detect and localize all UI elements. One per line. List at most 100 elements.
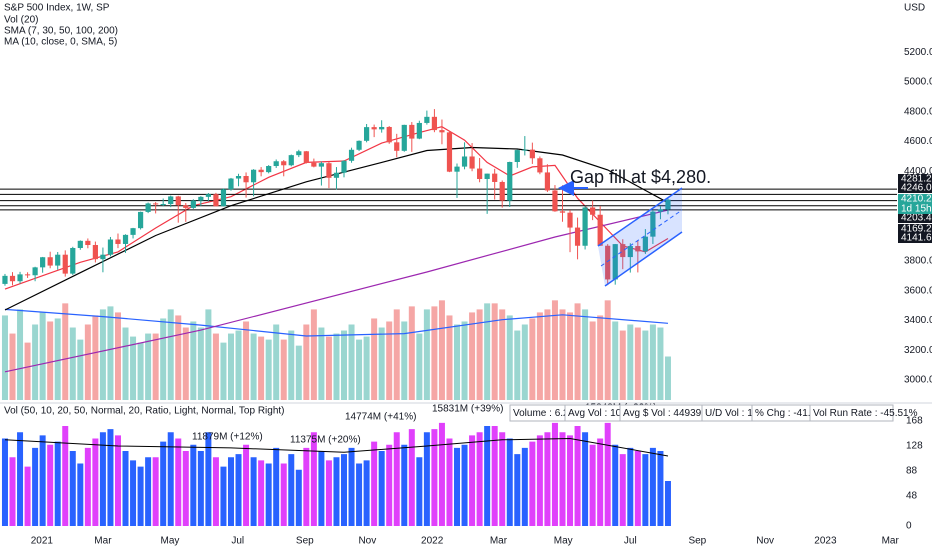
volume-bar: [544, 432, 551, 526]
volume-bar: [619, 454, 626, 526]
volume-bar: [446, 438, 453, 526]
level-label: 4281.23: [901, 174, 932, 185]
level-label: 4203.49: [901, 213, 932, 224]
volume-overlay-bar: [325, 336, 332, 400]
level-label: 4141.63: [901, 233, 932, 244]
legend-entry: Vol (20): [4, 15, 38, 26]
volume-overlay-bar: [446, 315, 453, 400]
candle-body: [333, 172, 340, 178]
volume-bar: [32, 447, 39, 526]
candle-body: [70, 247, 76, 274]
volume-pane: [1, 422, 671, 526]
volume-overlay-bar: [39, 312, 46, 400]
volume-bar: [408, 429, 415, 526]
volume-bar: [589, 444, 596, 526]
volume-bar: [393, 432, 400, 526]
volume-bar: [235, 454, 242, 526]
volume-overlay-bar: [619, 330, 626, 400]
volume-overlay-bar: [17, 309, 24, 400]
candle-body: [47, 257, 53, 266]
volume-overlay-bar: [220, 342, 227, 400]
x-tick-label: Sep: [296, 536, 314, 547]
volume-overlay-bar: [514, 330, 521, 400]
candle-body: [597, 214, 603, 246]
volume-overlay-bar: [386, 321, 393, 400]
volume-bar: [371, 441, 378, 526]
volume-bar: [205, 432, 212, 526]
x-tick-label: Sep: [688, 536, 706, 547]
volume-overlay-bar: [84, 324, 91, 400]
candle-body: [145, 203, 151, 212]
candle-body: [469, 156, 475, 169]
volume-overlay-bar: [258, 336, 265, 400]
candle-body: [341, 160, 347, 173]
volume-overlay-bar: [318, 327, 325, 400]
volume-overlay-bar: [235, 330, 242, 400]
volume-bar: [348, 447, 355, 526]
candle-body: [130, 228, 136, 235]
volume-bar: [378, 451, 385, 526]
volume-bar: [9, 457, 16, 526]
volume-overlay-bar: [664, 356, 671, 400]
candle-body: [590, 207, 596, 215]
candle-body: [122, 234, 129, 244]
legend-entry: SMA (7, 30, 50, 100, 200): [4, 26, 118, 37]
volume-bar: [514, 454, 521, 526]
candle-body: [9, 275, 16, 282]
volume-bar: [212, 457, 219, 526]
candle-body: [40, 257, 46, 268]
y-tick-label: 3400.00: [904, 315, 932, 326]
annotation: Gap fill at $4,280.: [570, 167, 711, 187]
volume-bar: [499, 432, 506, 526]
x-tick-label: Nov: [756, 536, 774, 547]
volume-bar: [152, 457, 159, 526]
volume-overlay-bar: [544, 309, 551, 400]
volume-bar: [288, 454, 295, 526]
x-tick-label: 2021: [31, 536, 54, 547]
x-tick-label: Jul: [231, 536, 244, 547]
volume-overlay-bar: [310, 309, 317, 400]
candle-body: [605, 245, 611, 280]
candle-body: [477, 168, 483, 179]
volume-bar: [182, 451, 189, 526]
volume-overlay-bar: [529, 318, 536, 400]
volume-bar: [295, 469, 302, 526]
candle-body: [612, 244, 618, 280]
volume-overlay-bar: [145, 333, 152, 400]
volume-bar: [17, 432, 24, 526]
candle-body: [296, 151, 302, 156]
candle-body: [77, 240, 83, 248]
candle-body: [137, 211, 144, 229]
volume-bar: [574, 426, 581, 526]
volume-overlay-bar: [24, 342, 31, 400]
candle-body: [567, 212, 573, 228]
candle-body: [243, 176, 249, 183]
candle-body: [499, 181, 505, 201]
volume-bar: [604, 422, 611, 526]
volume-bar: [423, 432, 430, 526]
stats-text: % Chg : -41.26%: [755, 408, 831, 419]
candle-body: [175, 196, 181, 206]
volume-annotation: 14774M (+41%): [345, 412, 416, 423]
volume-bar: [438, 422, 445, 526]
level-label-bg: [898, 224, 932, 234]
volume-overlay-bar: [341, 330, 348, 400]
volume-bar: [582, 432, 589, 526]
candle-body: [665, 199, 671, 210]
volume-overlay-bar: [408, 306, 415, 400]
stats-text: U/D Vol : 1.3: [705, 408, 762, 419]
volume-bar: [310, 432, 317, 526]
volume-overlay-bar: [401, 321, 408, 400]
volume-overlay-bar: [182, 327, 189, 400]
volume-overlay-bar: [371, 318, 378, 400]
candle-body: [107, 239, 114, 255]
volume-bar: [265, 463, 272, 526]
volume-overlay-bar: [175, 315, 182, 400]
volume-bar: [130, 460, 137, 526]
candle-body: [537, 158, 543, 173]
volume-overlay-bar: [137, 342, 144, 400]
volume-bar: [227, 457, 234, 526]
volume-bar: [99, 432, 106, 526]
volume-bar: [431, 429, 438, 526]
candle-body: [281, 161, 287, 166]
